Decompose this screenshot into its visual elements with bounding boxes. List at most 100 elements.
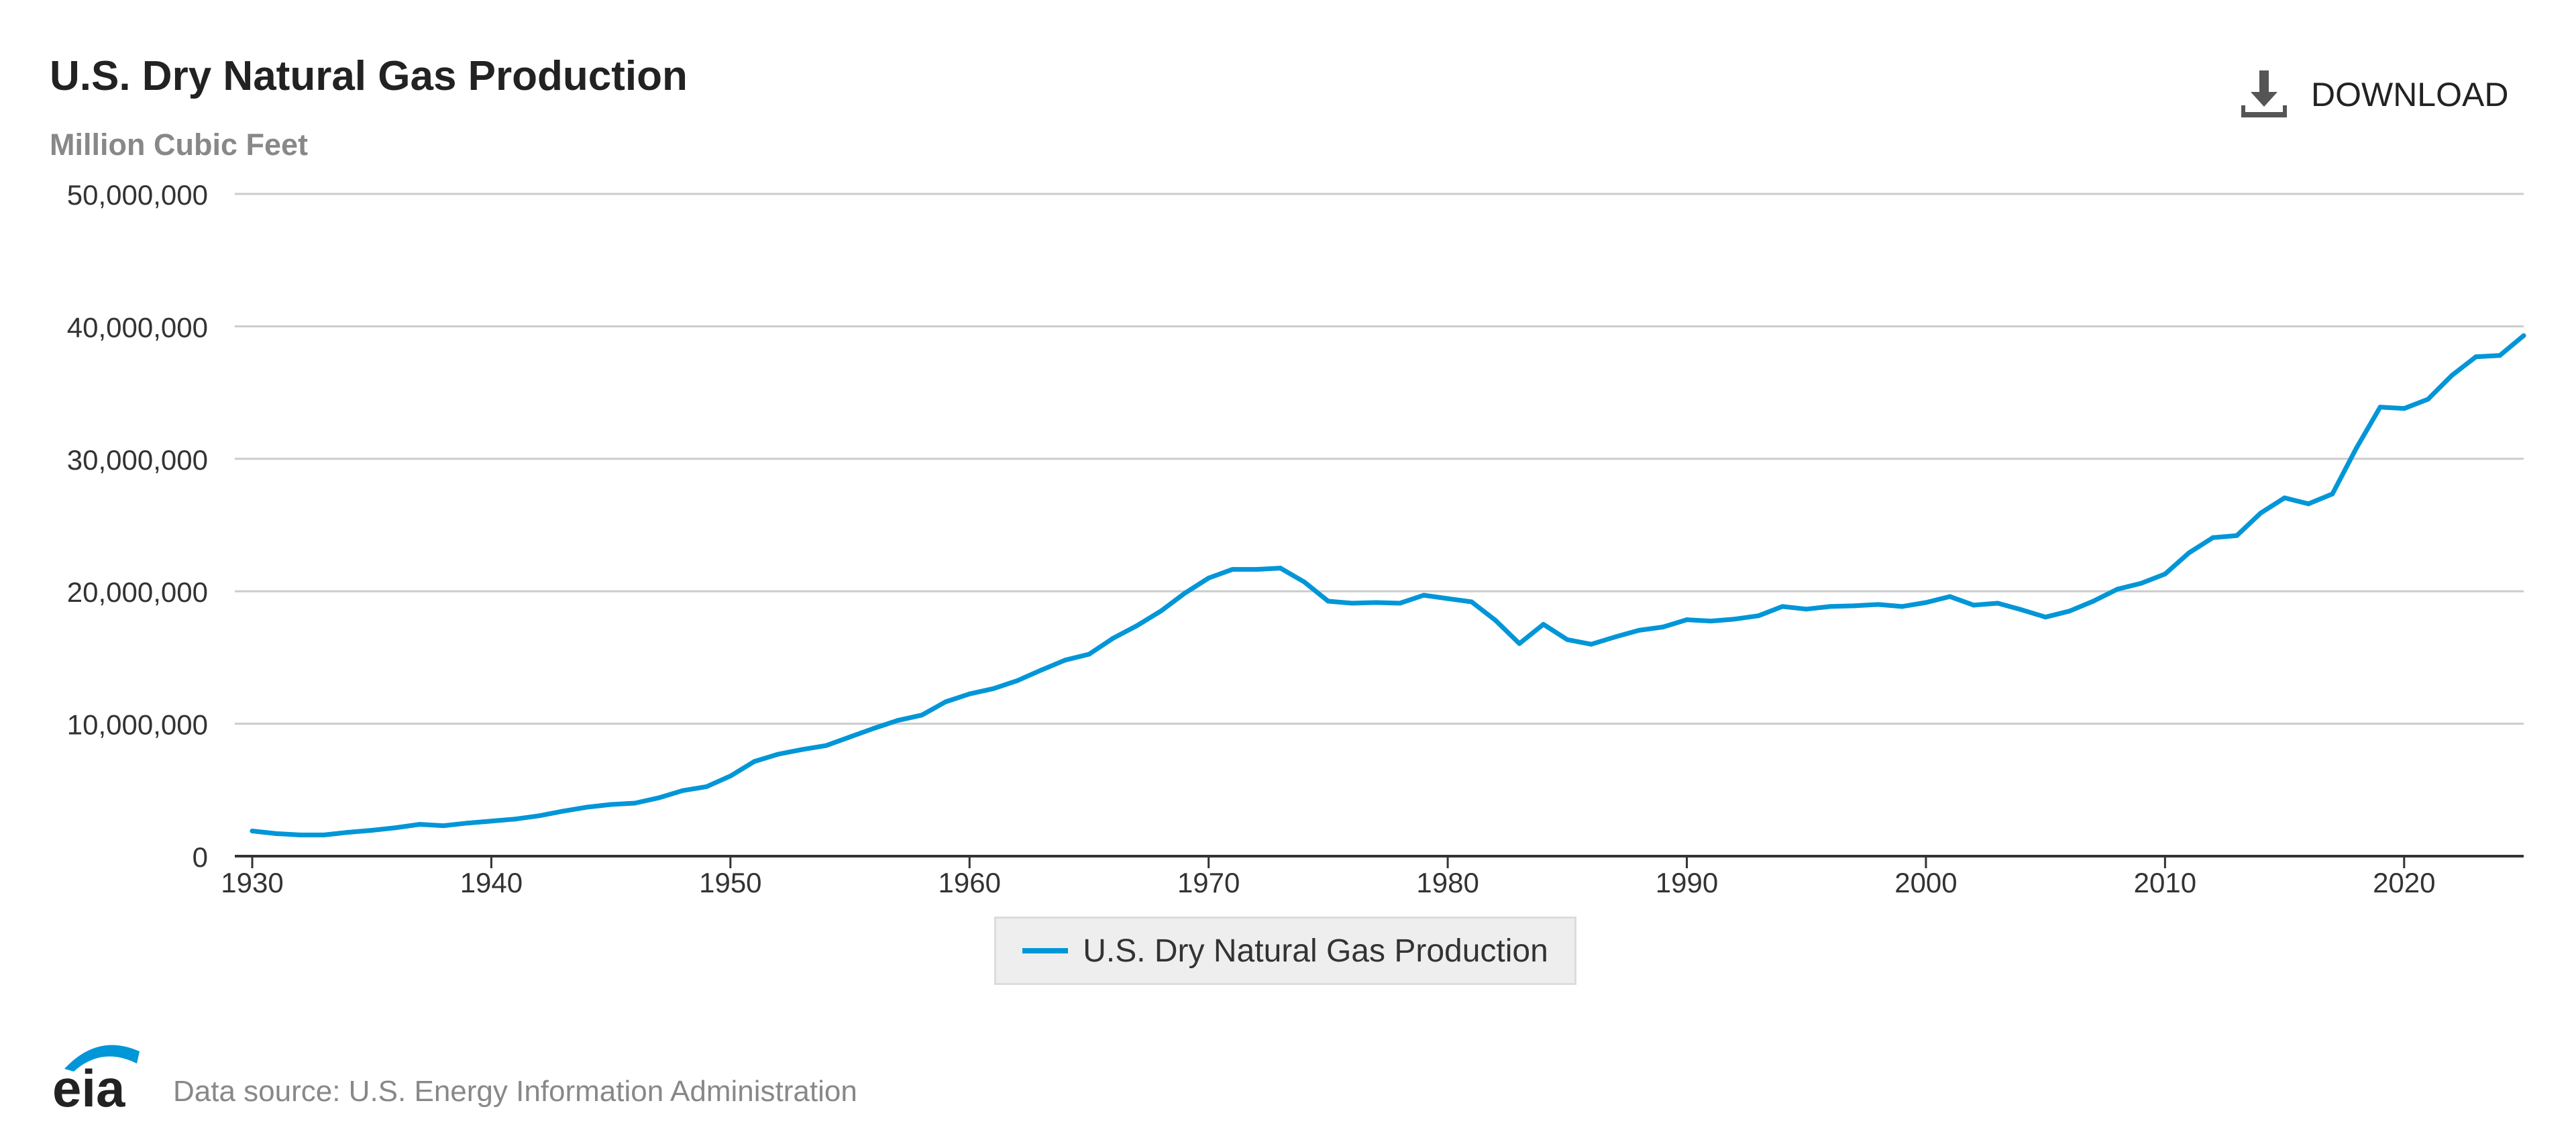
data-point <box>1326 599 1331 604</box>
data-point <box>2521 333 2526 338</box>
data-point <box>2162 572 2167 577</box>
data-point <box>1804 607 1809 612</box>
data-point <box>1182 590 1187 596</box>
y-tick-label: 30,000,000 <box>67 444 208 476</box>
data-point <box>1206 575 1212 580</box>
data-point <box>441 823 446 829</box>
data-point <box>2139 580 2144 586</box>
x-tick-label: 2020 <box>2373 867 2435 898</box>
y-tick-label: 40,000,000 <box>67 311 208 343</box>
data-point <box>1827 604 1833 609</box>
data-point <box>1373 600 1379 605</box>
data-point <box>2425 397 2430 402</box>
data-point <box>1254 567 1259 572</box>
data-point <box>1971 603 1976 608</box>
data-point <box>2019 607 2025 613</box>
data-point <box>537 813 542 819</box>
data-point <box>584 804 590 810</box>
data-point <box>775 751 781 757</box>
data-point <box>2282 495 2288 501</box>
x-tick-label: 1960 <box>938 867 1001 898</box>
data-point <box>250 828 255 833</box>
data-point <box>2330 491 2335 497</box>
data-point <box>2043 615 2048 620</box>
data-point <box>2306 501 2311 507</box>
y-tick-label: 50,000,000 <box>67 179 208 211</box>
x-axis <box>235 855 2524 868</box>
data-point <box>2186 550 2192 556</box>
download-label: DOWNLOAD <box>2311 76 2509 113</box>
data-point <box>2497 353 2502 358</box>
data-point <box>1421 592 1426 598</box>
data-point <box>393 825 398 831</box>
data-point <box>1780 604 1785 609</box>
data-point <box>560 809 566 814</box>
data-point <box>369 828 374 833</box>
data-point <box>1995 601 2000 606</box>
data-point <box>1564 637 1570 642</box>
data-point <box>2234 533 2239 538</box>
data-point <box>2210 535 2216 540</box>
data-point <box>1899 604 1904 609</box>
y-tick-label: 10,000,000 <box>67 709 208 741</box>
data-point <box>1086 652 1091 657</box>
x-axis-tick-labels: 1930 1940 1950 1960 1970 1980 1990 2000 2010 2020 <box>221 867 2435 898</box>
legend-item[interactable]: U.S. Dry Natural Gas Production <box>994 917 1576 985</box>
download-icon <box>2241 70 2287 117</box>
y-tick-label: 0 <box>193 841 208 873</box>
data-point <box>2402 406 2407 411</box>
download-button[interactable]: DOWNLOAD <box>2237 64 2508 125</box>
data-point <box>1038 668 1044 673</box>
data-source: Data source: U.S. Energy Information Adm… <box>173 1075 857 1108</box>
data-point <box>1947 594 1953 599</box>
x-tick-label: 2010 <box>2134 867 2196 898</box>
data-point <box>513 817 518 822</box>
chart-subtitle: Million Cubic Feet <box>50 127 309 162</box>
data-point <box>1230 567 1235 572</box>
data-point <box>2090 599 2096 604</box>
x-tick-label: 2000 <box>1894 867 1957 898</box>
data-point <box>1517 641 1522 646</box>
data-point <box>2377 405 2383 410</box>
data-point <box>1613 634 1618 639</box>
data-point <box>1015 678 1020 683</box>
x-tick-label: 1970 <box>1177 867 1240 898</box>
x-tick-label: 1950 <box>699 867 761 898</box>
eia-logo: eia <box>52 1045 140 1110</box>
data-point <box>1063 658 1068 663</box>
legend-label: U.S. Dry Natural Gas Production <box>1083 933 1548 969</box>
data-point <box>1541 622 1546 627</box>
data-point <box>417 822 422 827</box>
y-tick-label: 20,000,000 <box>67 576 208 608</box>
data-point <box>751 759 757 764</box>
data-point <box>1636 627 1642 633</box>
x-tick-label: 1930 <box>221 867 283 898</box>
series-line <box>250 333 2526 837</box>
data-point <box>1445 596 1450 601</box>
data-point <box>728 774 733 779</box>
data-point <box>1110 635 1116 641</box>
data-point <box>2354 446 2359 451</box>
data-point <box>345 829 351 835</box>
data-point <box>967 691 972 696</box>
data-point <box>1158 609 1163 614</box>
data-point <box>1278 566 1283 571</box>
data-point <box>656 795 661 800</box>
data-point <box>1350 601 1355 606</box>
x-tick-label: 1990 <box>1656 867 1718 898</box>
data-point <box>2473 354 2479 360</box>
data-point <box>632 800 637 806</box>
data-point <box>895 718 900 723</box>
data-point <box>2258 511 2263 516</box>
data-point <box>1469 599 1474 605</box>
data-point <box>2449 372 2455 378</box>
data-point <box>1589 641 1594 647</box>
data-point <box>1134 623 1140 629</box>
data-point <box>1708 619 1713 624</box>
chart-title: U.S. Dry Natural Gas Production <box>50 53 688 99</box>
data-point <box>871 726 877 731</box>
data-point <box>274 831 279 836</box>
x-tick-label: 1980 <box>1416 867 1479 898</box>
data-point <box>943 699 949 705</box>
